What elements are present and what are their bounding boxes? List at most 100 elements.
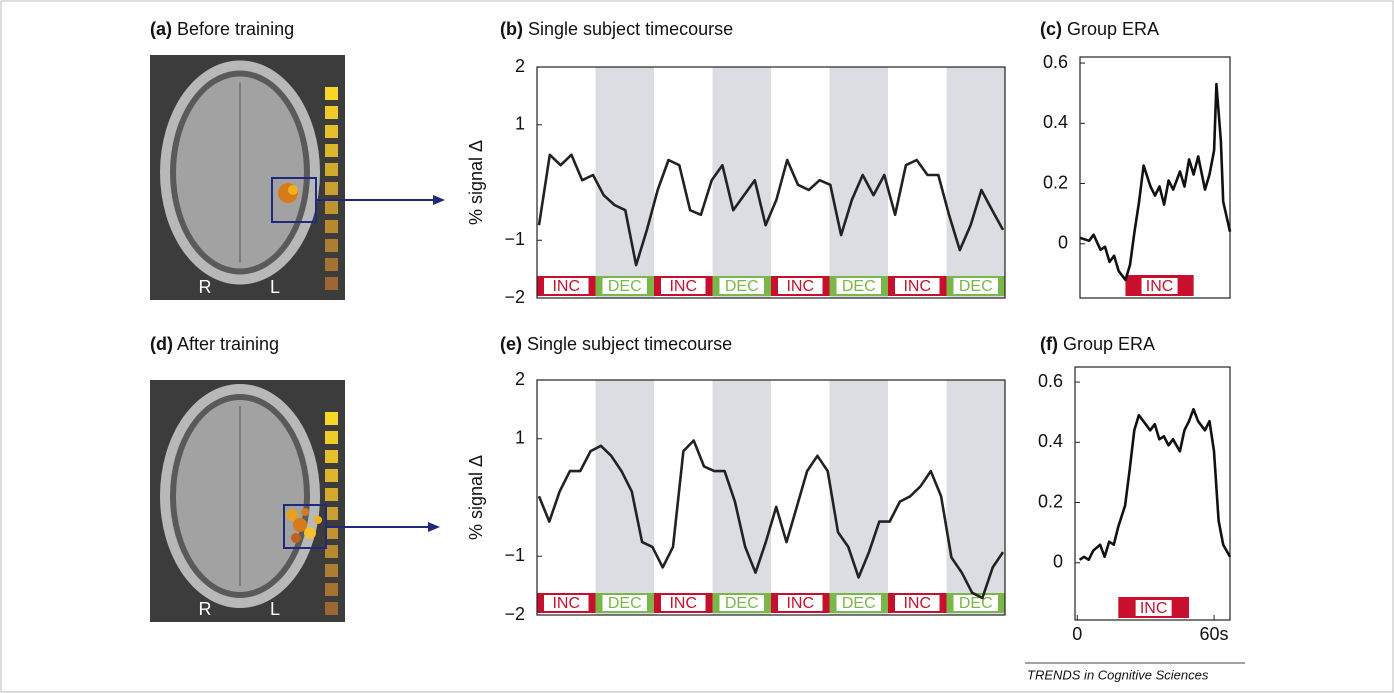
block-label-bg — [953, 278, 998, 294]
side-label: R — [199, 599, 212, 619]
block-label-bg — [719, 278, 764, 294]
panel-title-text: Group ERA — [1067, 19, 1159, 39]
block-label: INC — [786, 278, 814, 295]
scale-swatch — [325, 277, 338, 290]
block-label: INC — [1140, 600, 1168, 617]
panel-title: (f) Group ERA — [1040, 334, 1155, 354]
footer: TRENDS in Cognitive Sciences — [1027, 667, 1209, 682]
shaded-block — [946, 380, 1005, 615]
panel-title-text: Single subject timecourse — [527, 334, 732, 354]
block-label-bg — [953, 595, 998, 611]
y-tick-label: 0.2 — [1038, 491, 1063, 511]
block-label-bg — [661, 278, 706, 294]
y-tick-label: 0 — [1053, 552, 1063, 572]
y-tick-label: 0.2 — [1043, 172, 1068, 192]
scale-swatch — [325, 450, 338, 463]
block-label: DEC — [842, 595, 876, 612]
shaded-block — [712, 67, 771, 298]
shaded-block — [595, 380, 654, 615]
activation — [301, 508, 309, 516]
scale-swatch — [325, 163, 338, 176]
block-label-bg — [1141, 278, 1178, 294]
panel-title: (d) After training — [150, 334, 279, 354]
panel-label: (f) — [1040, 334, 1058, 354]
scale-swatch — [325, 87, 338, 100]
shaded-block — [712, 380, 771, 615]
y-tick-label: 0 — [1058, 233, 1068, 253]
block-label-bg — [895, 595, 940, 611]
y-tick-label: 2 — [515, 56, 525, 76]
roi-arrowhead — [433, 195, 445, 205]
y-tick-label: 0.4 — [1038, 431, 1063, 451]
side-label: R — [199, 277, 212, 297]
x-tick-label: 60s — [1200, 624, 1229, 644]
panel-title: (e) Single subject timecourse — [500, 334, 732, 354]
y-tick-label: 2 — [515, 369, 525, 389]
block-label: DEC — [959, 278, 993, 295]
block-label-bg — [1135, 600, 1172, 616]
signal-line — [537, 439, 1005, 600]
panel-title: (b) Single subject timecourse — [500, 19, 733, 39]
y-tick-label: 0.6 — [1038, 371, 1063, 391]
scale-swatch — [325, 583, 338, 596]
block-label-bg — [544, 595, 589, 611]
block-label: INC — [903, 595, 931, 612]
activation — [286, 509, 298, 521]
panel-label: (e) — [500, 334, 522, 354]
block-label: INC — [552, 278, 580, 295]
scale-swatch — [325, 488, 338, 501]
block-label: INC — [903, 278, 931, 295]
scale-swatch — [325, 431, 338, 444]
signal-line — [537, 153, 1005, 267]
x-tick-label: 0 — [1072, 624, 1082, 644]
shaded-block — [946, 67, 1005, 298]
plot-frame — [1079, 56, 1231, 299]
block-label: DEC — [608, 278, 642, 295]
block-label-bg — [719, 595, 764, 611]
panel-title: (a) Before training — [150, 19, 294, 39]
panel-label: (b) — [500, 19, 523, 39]
panel-title-text: Group ERA — [1063, 334, 1155, 354]
scale-swatch — [325, 239, 338, 252]
block-label: DEC — [959, 595, 993, 612]
panel-label: (c) — [1040, 19, 1062, 39]
block-label: INC — [786, 595, 814, 612]
block-label: INC — [669, 595, 697, 612]
y-tick-label: −2 — [504, 604, 525, 624]
plot-frame — [536, 379, 1006, 616]
block-label: DEC — [725, 278, 759, 295]
y-tick-label: −1 — [504, 545, 525, 565]
block-label: INC — [552, 595, 580, 612]
scale-swatch — [325, 526, 338, 539]
panel-title-text: Single subject timecourse — [528, 19, 733, 39]
block-label-bg — [778, 595, 823, 611]
scale-swatch — [325, 602, 338, 615]
shaded-block — [595, 67, 654, 298]
signal-line — [1079, 82, 1232, 282]
panel-label: (a) — [150, 19, 172, 39]
scale-swatch — [325, 201, 338, 214]
scale-swatch — [325, 258, 338, 271]
block-label-bg — [544, 278, 589, 294]
activation — [314, 516, 322, 524]
block-label-bg — [661, 595, 706, 611]
activation — [304, 527, 316, 539]
scale-swatch — [325, 469, 338, 482]
scale-swatch — [325, 507, 338, 520]
shaded-block — [829, 380, 888, 615]
scale-swatch — [325, 220, 338, 233]
y-tick-label: 0.4 — [1043, 112, 1068, 132]
y-axis-label: % signal Δ — [466, 455, 486, 540]
y-axis-label: % signal Δ — [466, 140, 486, 225]
side-label: L — [270, 277, 280, 297]
block-label-bg — [836, 278, 881, 294]
panel-title: (c) Group ERA — [1040, 19, 1159, 39]
block-label-bg — [602, 278, 647, 294]
scale-swatch — [325, 144, 338, 157]
scale-swatch — [325, 106, 338, 119]
activation — [291, 533, 301, 543]
block-label-bg — [778, 278, 823, 294]
scale-swatch — [325, 412, 338, 425]
block-label-bg — [895, 278, 940, 294]
